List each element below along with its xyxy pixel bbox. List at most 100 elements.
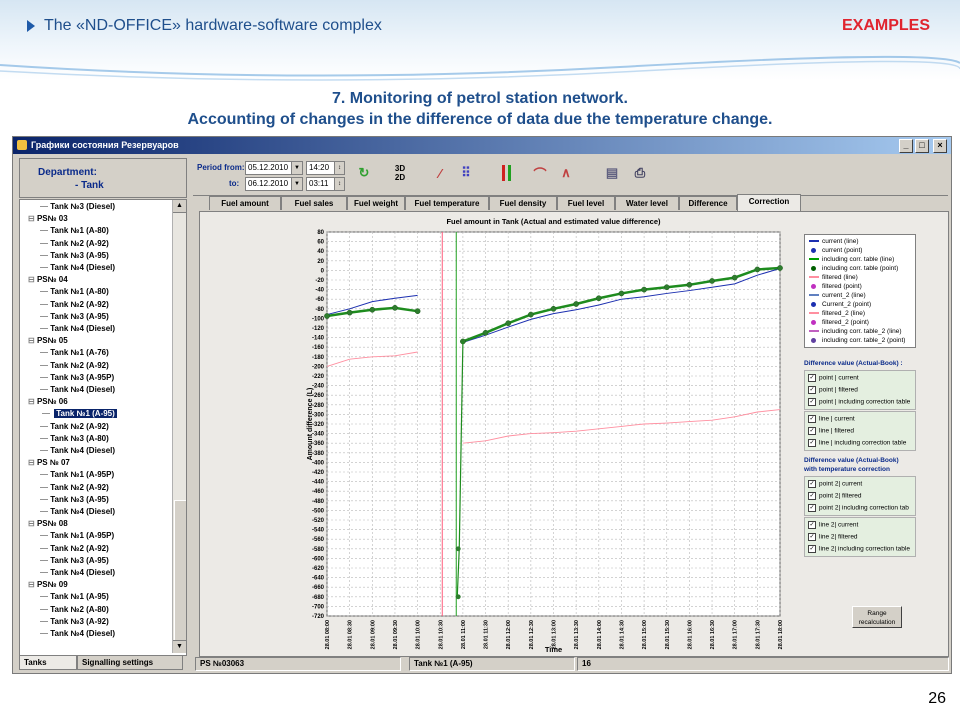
period-from-time-spinner[interactable]: ↕	[334, 161, 345, 175]
period-from-date-input[interactable]: 05.12.2010	[245, 161, 293, 175]
tree-collapse-icon[interactable]: ⊟	[28, 458, 37, 468]
diff-checkbox-row[interactable]: ✓ point 2| including correction tab	[808, 504, 909, 512]
tree-tank-node[interactable]: — Tank №4 (Diesel)	[40, 507, 115, 516]
diff-checkbox-row[interactable]: ✓ line 2| filtered	[808, 533, 858, 541]
tree-tank-node[interactable]: — Tank №2 (A-92)	[40, 544, 109, 553]
tree-tank-node[interactable]: — Tank №3 (A-80)	[40, 434, 109, 443]
tree-tank-node[interactable]: — Tank №1 (A-95P)	[40, 531, 114, 540]
tab-fuel-amount[interactable]: Fuel amount	[209, 196, 281, 210]
scatter-chart-icon[interactable]: ⠿	[461, 165, 471, 180]
tree-tank-node[interactable]: — Tank №3 (A-95)	[40, 556, 109, 565]
tree-tank-node[interactable]: — Tank №1 (A-76)	[40, 348, 109, 357]
tree-tank-node[interactable]: — Tank №3 (A-95)	[40, 495, 109, 504]
tree-tank-node[interactable]: — Tank №2 (A-80)	[40, 605, 109, 614]
tree-collapse-icon[interactable]: ⊟	[28, 275, 37, 285]
checkbox-checked-icon[interactable]: ✓	[808, 374, 816, 382]
checkbox-checked-icon[interactable]: ✓	[808, 398, 816, 406]
tree-tank-node[interactable]: — Tank №1 (A-80)	[40, 287, 109, 296]
window-titlebar[interactable]: Графики состояния Резервуаров _ □ ×	[13, 137, 951, 154]
diff-checkbox-row[interactable]: ✓ point | filtered	[808, 386, 858, 394]
period-from-time-input[interactable]: 14:20	[306, 161, 336, 175]
range-recalculation-button[interactable]: Range recalculation	[852, 606, 902, 628]
diff-checkbox-row[interactable]: ✓ point 2| current	[808, 480, 862, 488]
diff-checkbox-row[interactable]: ✓ line | current	[808, 415, 855, 423]
diff-checkbox-row[interactable]: ✓ point 2| filtered	[808, 492, 862, 500]
tree-tank-node[interactable]: — Tank №3 (A-95)	[40, 251, 109, 260]
checkbox-checked-icon[interactable]: ✓	[808, 521, 816, 529]
tree-station-node[interactable]: ⊟ PS№ 03	[28, 214, 68, 223]
tree-collapse-icon[interactable]: ⊟	[28, 214, 37, 224]
checkbox-checked-icon[interactable]: ✓	[808, 427, 816, 435]
diff-checkbox-row[interactable]: ✓ line | including correction table	[808, 439, 906, 447]
maximize-button[interactable]: □	[915, 139, 929, 153]
line-chart-icon[interactable]: ⁄	[438, 165, 442, 181]
tree-tank-node[interactable]: — Tank №4 (Diesel)	[40, 629, 115, 638]
tree-scrollbar[interactable]: ▲ ▼	[172, 200, 186, 653]
tree-station-node[interactable]: ⊟ PS№ 04	[28, 275, 68, 284]
tree-tank-node[interactable]: — Tank №4 (Diesel)	[40, 446, 115, 455]
scroll-thumb[interactable]	[174, 500, 186, 642]
diff-checkbox-row[interactable]: ✓ point | including correction table	[808, 398, 910, 406]
tab-fuel-weight[interactable]: Fuel weight	[347, 196, 405, 210]
tree-tank-node[interactable]: — Tank №3 (A-92)	[40, 617, 109, 626]
period-to-time-spinner[interactable]: ↕	[334, 177, 345, 191]
tab-fuel-sales[interactable]: Fuel sales	[281, 196, 347, 210]
tree-tank-node[interactable]: — Tank №3 (Diesel)	[40, 202, 115, 211]
diff-checkbox-row[interactable]: ✓ line | filtered	[808, 427, 854, 435]
period-to-date-dropdown[interactable]: ▼	[291, 177, 303, 191]
tab-tanks[interactable]: Tanks	[19, 655, 77, 670]
tree-collapse-icon[interactable]: ⊟	[28, 336, 37, 346]
preview-icon[interactable]: ▤	[605, 165, 619, 180]
station-tank-tree[interactable]: ▲ ▼ — Tank №3 (Diesel) ⊟ PS№ 03 — Tank №1 …	[19, 199, 187, 656]
tree-tank-node[interactable]: — Tank №2 (A-92)	[40, 300, 109, 309]
print-icon[interactable]: ⎙	[634, 165, 646, 180]
tab-fuel-temperature[interactable]: Fuel temperature	[405, 196, 489, 210]
diff-checkbox-row[interactable]: ✓ line 2| including correction table	[808, 545, 910, 553]
bar-markers-icon[interactable]	[495, 161, 517, 185]
tree-tank-node[interactable]: — Tank №1 (A-80)	[40, 226, 109, 235]
tab-correction[interactable]: Correction	[737, 194, 801, 211]
checkbox-checked-icon[interactable]: ✓	[808, 533, 816, 541]
minimize-button[interactable]: _	[899, 139, 913, 153]
tree-tank-node[interactable]: — Tank №2 (A-92)	[40, 483, 109, 492]
tree-collapse-icon[interactable]: ⊟	[28, 519, 37, 529]
checkbox-checked-icon[interactable]: ✓	[808, 492, 816, 500]
checkbox-checked-icon[interactable]: ✓	[808, 545, 816, 553]
tree-tank-node[interactable]: — Tank №2 (A-92)	[40, 422, 109, 431]
tree-tank-node[interactable]: — Tank №4 (Diesel)	[40, 385, 115, 394]
tree-station-node[interactable]: ⊟ PS№ 05	[28, 336, 68, 345]
tab-fuel-level[interactable]: Fuel level	[557, 196, 615, 210]
tab-water-level[interactable]: Water level	[615, 196, 679, 210]
checkbox-checked-icon[interactable]: ✓	[808, 480, 816, 488]
close-button[interactable]: ×	[933, 139, 947, 153]
tree-station-node[interactable]: ⊟ PS№ 06	[28, 397, 68, 406]
tree-tank-node[interactable]: — Tank №4 (Diesel)	[40, 324, 115, 333]
tree-tank-node[interactable]: — Tank №1 (A-95)	[40, 592, 109, 601]
tab-fuel-density[interactable]: Fuel density	[489, 196, 557, 210]
tree-tank-node[interactable]: — Tank №4 (Diesel)	[40, 568, 115, 577]
checkbox-checked-icon[interactable]: ✓	[808, 415, 816, 423]
period-from-date-dropdown[interactable]: ▼	[291, 161, 303, 175]
tree-tank-node[interactable]: — Tank №4 (Diesel)	[40, 263, 115, 272]
checkbox-checked-icon[interactable]: ✓	[808, 504, 816, 512]
checkbox-checked-icon[interactable]: ✓	[808, 386, 816, 394]
tab-signalling-settings[interactable]: Signalling settings	[77, 655, 183, 670]
period-to-time-input[interactable]: 03:11	[306, 177, 336, 191]
tree-tank-node[interactable]: — Tank №3 (A-95P)	[40, 373, 114, 382]
trend-up-icon[interactable]: ⌒	[533, 166, 547, 182]
tree-collapse-icon[interactable]: ⊟	[28, 397, 37, 407]
toggle-3d-2d-button[interactable]: 3D 2D	[389, 161, 411, 185]
tree-collapse-icon[interactable]: ⊟	[28, 580, 37, 590]
tree-tank-node[interactable]: — Tank №3 (A-95)	[40, 312, 109, 321]
tree-station-node[interactable]: ⊟ PS№ 09	[28, 580, 68, 589]
scroll-down-icon[interactable]: ▼	[173, 640, 186, 653]
refresh-icon[interactable]: ↻	[358, 165, 370, 180]
tree-station-node[interactable]: ⊟ PS № 07	[28, 458, 70, 467]
scroll-up-icon[interactable]: ▲	[173, 200, 186, 213]
tab-difference[interactable]: Difference	[679, 196, 737, 210]
period-to-date-input[interactable]: 06.12.2010	[245, 177, 293, 191]
tree-tank-node[interactable]: — Tank №1 (A-95)	[40, 409, 117, 419]
checkbox-checked-icon[interactable]: ✓	[808, 439, 816, 447]
tree-tank-node[interactable]: — Tank №2 (A-92)	[40, 239, 109, 248]
tree-tank-node[interactable]: — Tank №1 (A-95P)	[40, 470, 114, 479]
